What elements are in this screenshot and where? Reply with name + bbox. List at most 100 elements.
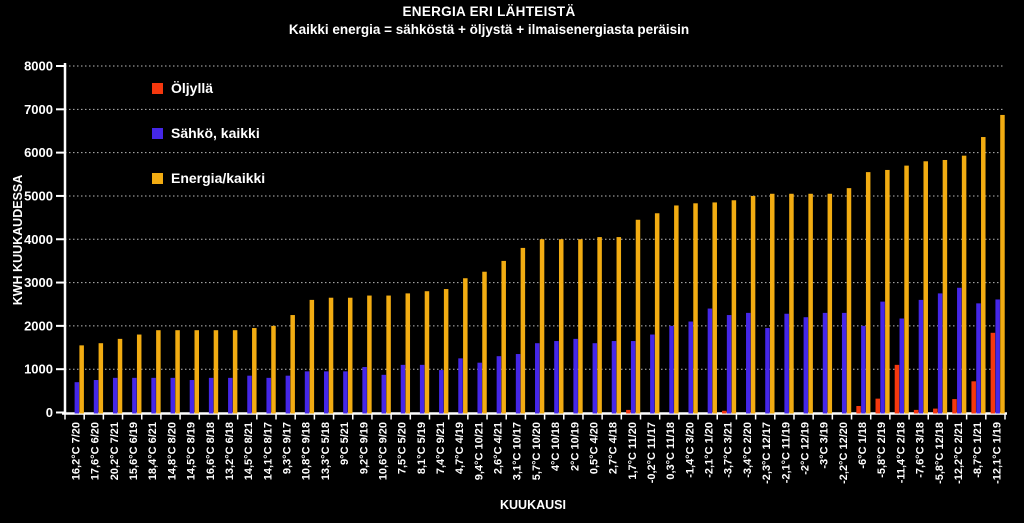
bar-1-26 bbox=[573, 338, 578, 414]
bar-2-30 bbox=[654, 213, 660, 414]
bar-0-46 bbox=[952, 399, 957, 414]
bar-1-39 bbox=[822, 312, 828, 414]
y-tick-label: 3000 bbox=[24, 275, 53, 290]
bar-1-7 bbox=[208, 377, 214, 414]
x-tick-label: 4°C 10/18 bbox=[550, 422, 562, 471]
x-tick-label: -2,1°C 1/20 bbox=[704, 422, 716, 478]
x-tick-label: 8,1°C 5/19 bbox=[416, 422, 428, 474]
bar-1-14 bbox=[343, 371, 348, 414]
bar-2-11 bbox=[290, 315, 295, 414]
bar-2-42 bbox=[885, 169, 890, 414]
bar-2-8 bbox=[232, 330, 238, 414]
bar-1-40 bbox=[841, 312, 847, 414]
x-tick-label: -2,3°C 12/17 bbox=[761, 422, 773, 484]
bar-1-13 bbox=[323, 371, 329, 414]
bar-2-40 bbox=[846, 188, 852, 414]
bar-2-43 bbox=[904, 165, 909, 414]
bar-1-33 bbox=[707, 308, 713, 414]
legend-item-oil: Öljyllä bbox=[152, 80, 265, 96]
bar-2-31 bbox=[674, 205, 679, 414]
bar-1-47 bbox=[976, 303, 981, 414]
bar-1-18 bbox=[419, 364, 425, 414]
x-tick-label: 13,3°C 5/18 bbox=[320, 422, 332, 480]
bar-2-36 bbox=[770, 193, 775, 414]
bar-2-13 bbox=[328, 297, 334, 414]
bar-1-31 bbox=[669, 325, 674, 414]
bar-2-2 bbox=[117, 338, 123, 414]
bar-1-36 bbox=[765, 328, 770, 414]
bar-1-32 bbox=[688, 321, 693, 414]
bar-1-43 bbox=[899, 318, 904, 414]
bar-0-44 bbox=[913, 409, 919, 414]
bar-2-46 bbox=[961, 155, 967, 414]
bar-0-43 bbox=[894, 364, 900, 414]
x-tick-label: -5,8°C 2/19 bbox=[876, 422, 888, 478]
legend: Öljyllä Sähkö, kaikki Energia/kaikki bbox=[152, 80, 265, 186]
bar-2-25 bbox=[558, 239, 564, 414]
bar-2-48 bbox=[1000, 114, 1005, 414]
x-tick-label: -6°C 1/18 bbox=[857, 422, 869, 469]
bar-1-41 bbox=[861, 325, 866, 414]
x-tick-label: -2,1°C 11/19 bbox=[780, 422, 792, 483]
bar-0-34 bbox=[722, 410, 727, 414]
x-tick-label: 18,4°C 6/21 bbox=[147, 422, 159, 480]
legend-item-electricity: Sähkö, kaikki bbox=[152, 125, 265, 141]
x-tick-label: -0,2°C 11/17 bbox=[646, 422, 658, 483]
x-tick-label: 2,6°C 4/21 bbox=[493, 422, 505, 474]
x-tick-label: 14,1°C 8/17 bbox=[262, 422, 274, 480]
bar-1-29 bbox=[630, 341, 636, 414]
y-tick-label: 1000 bbox=[24, 362, 53, 377]
bar-2-28 bbox=[616, 237, 622, 414]
x-tick-label: -12,2°C 2/21 bbox=[953, 422, 965, 484]
x-tick-label: 16,6°C 8/18 bbox=[205, 422, 217, 480]
bar-2-4 bbox=[156, 330, 161, 414]
x-tick-label: -3,7°C 3/21 bbox=[723, 422, 735, 478]
bar-2-18 bbox=[424, 291, 430, 414]
bar-1-38 bbox=[803, 317, 809, 414]
bar-1-17 bbox=[400, 364, 406, 414]
oil-swatch-icon bbox=[152, 82, 163, 94]
bar-1-23 bbox=[515, 354, 521, 414]
bar-1-48 bbox=[995, 299, 1000, 414]
bar-2-10 bbox=[271, 325, 276, 414]
x-tick-label: 9,3°C 9/17 bbox=[282, 422, 294, 474]
x-tick-label: 4,7°C 4/19 bbox=[454, 422, 466, 474]
bar-2-29 bbox=[635, 219, 641, 414]
bar-2-9 bbox=[252, 328, 257, 414]
bar-0-41 bbox=[856, 406, 861, 414]
bar-1-15 bbox=[362, 367, 367, 414]
x-tick-label: 7,4°C 9/21 bbox=[435, 422, 447, 474]
bar-2-47 bbox=[981, 137, 986, 414]
bar-2-33 bbox=[712, 202, 717, 414]
bar-2-6 bbox=[194, 330, 200, 414]
bar-1-24 bbox=[535, 343, 540, 414]
y-tick-label: 6000 bbox=[24, 145, 53, 160]
chart-subtitle: Kaikki energia = sähköstä + öljystä + il… bbox=[288, 22, 690, 37]
y-tick-label: 8000 bbox=[24, 59, 53, 74]
bar-1-44 bbox=[918, 299, 924, 414]
x-tick-label: 3,1°C 10/17 bbox=[512, 422, 524, 480]
bar-2-41 bbox=[865, 172, 871, 414]
x-tick-label: 5,7°C 10/20 bbox=[531, 422, 543, 480]
x-tick-label: 7,5°C 5/20 bbox=[397, 422, 409, 474]
bar-2-24 bbox=[539, 239, 545, 414]
y-tick-label: 4000 bbox=[24, 232, 53, 247]
bar-0-29 bbox=[626, 409, 631, 414]
x-tick-label: 0,3°C 11/18 bbox=[665, 422, 677, 480]
x-tick-label: -11,4°C 2/18 bbox=[895, 422, 907, 483]
x-tick-label: 14,8°C 8/20 bbox=[166, 422, 178, 480]
bar-2-7 bbox=[213, 330, 219, 414]
x-tick-label: 16,2°C 7/20 bbox=[71, 422, 83, 480]
x-tick-label: 1,7°C 11/20 bbox=[627, 422, 639, 480]
electricity-swatch-icon bbox=[152, 127, 163, 139]
bar-2-20 bbox=[463, 278, 468, 414]
x-tick-label: 14,5°C 8/19 bbox=[186, 422, 198, 480]
bar-2-22 bbox=[501, 260, 506, 414]
x-tick-label: 15,6°C 6/19 bbox=[128, 422, 140, 480]
bar-0-47 bbox=[971, 381, 976, 414]
x-tick-label: 0,5°C 4/20 bbox=[588, 422, 600, 474]
x-tick-label: 2°C 10/19 bbox=[569, 422, 581, 471]
bar-1-35 bbox=[746, 312, 751, 414]
